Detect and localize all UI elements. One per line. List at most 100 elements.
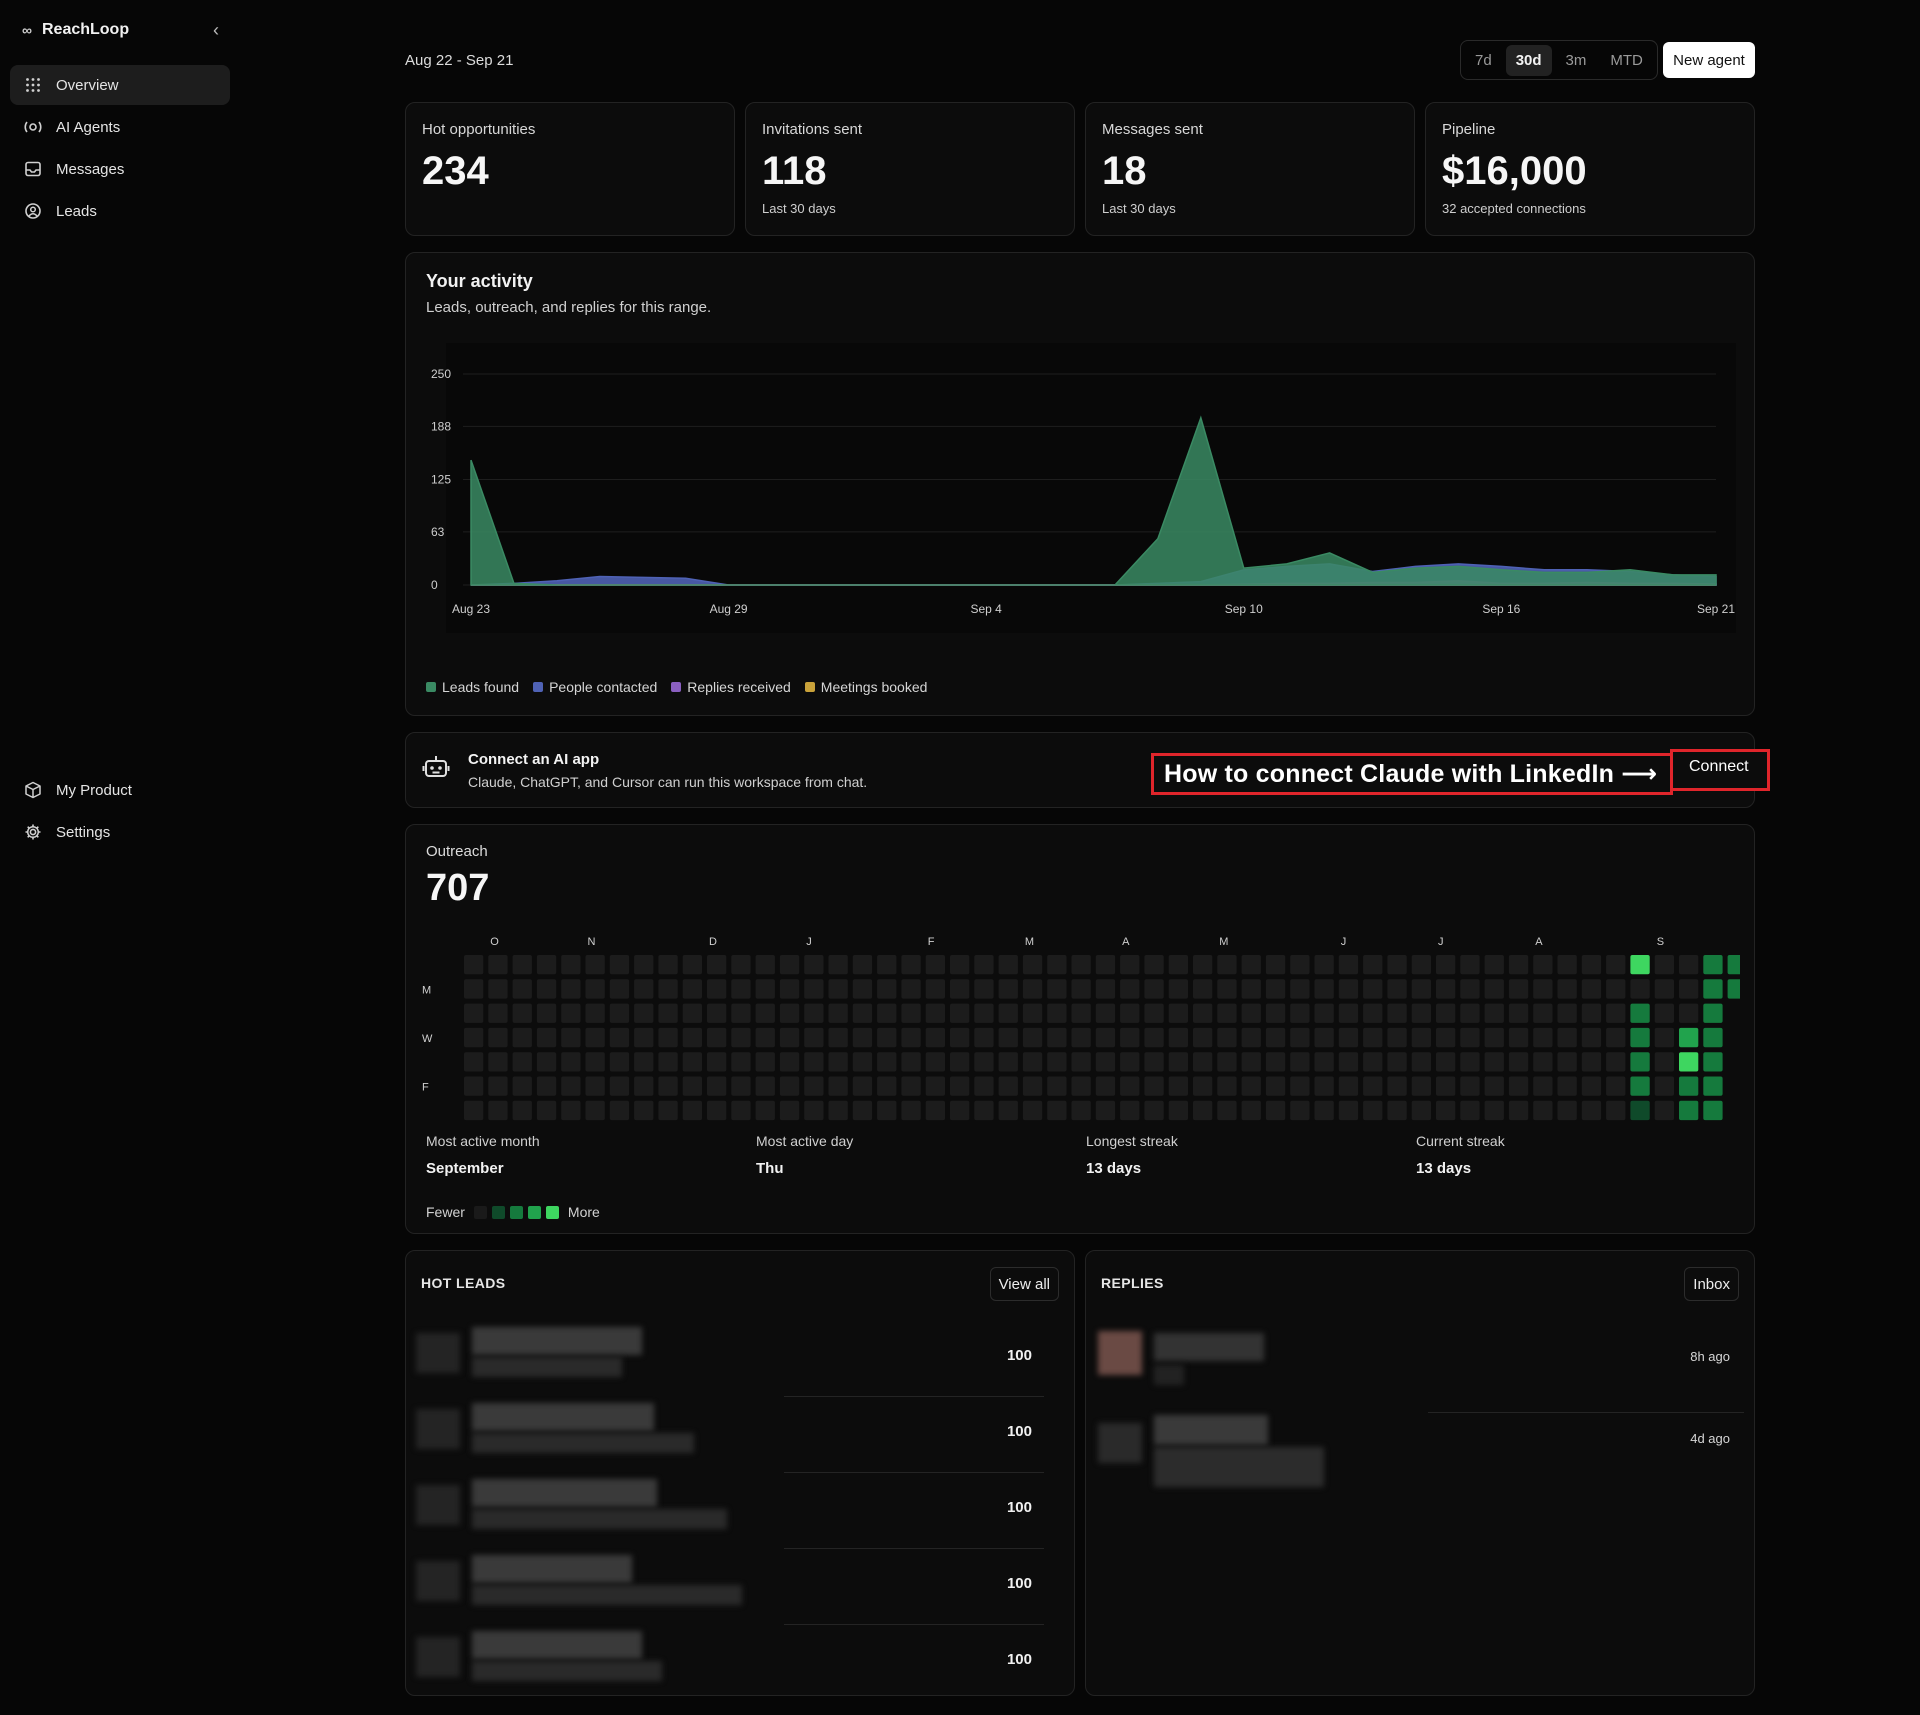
heatmap-cell[interactable] [1508, 1100, 1529, 1121]
heatmap-cell[interactable] [634, 1052, 654, 1072]
heatmap-cell[interactable] [1265, 1003, 1286, 1023]
heatmap-cell[interactable] [1581, 979, 1602, 999]
heatmap-cell[interactable] [1144, 1003, 1164, 1023]
heatmap-cell[interactable] [901, 1100, 921, 1121]
heatmap-cell[interactable] [998, 1052, 1018, 1072]
heatmap-cell[interactable] [1217, 1100, 1237, 1121]
heatmap-cell[interactable] [1654, 1027, 1674, 1048]
heatmap-cell[interactable] [1314, 1027, 1334, 1048]
heatmap-cell[interactable] [1679, 1100, 1699, 1121]
heatmap-cell[interactable] [1071, 1027, 1091, 1048]
heatmap-cell[interactable] [1436, 1076, 1456, 1096]
heatmap-cell[interactable] [1411, 1052, 1431, 1072]
heatmap-cell[interactable] [609, 1003, 630, 1023]
heatmap-cell[interactable] [1387, 1052, 1407, 1072]
stat-card-invitations-sent[interactable]: Invitations sent 118 Last 30 days [745, 102, 1075, 236]
heatmap-cell[interactable] [974, 1052, 994, 1072]
heatmap-cell[interactable] [925, 1027, 945, 1048]
heatmap-cell[interactable] [1411, 1100, 1431, 1121]
heatmap-cell[interactable] [1290, 1027, 1310, 1048]
heatmap-cell[interactable] [1533, 1003, 1553, 1023]
heatmap-cell[interactable] [925, 1100, 945, 1121]
lead-row[interactable]: 100 [416, 1549, 1044, 1625]
heatmap-cell[interactable] [925, 979, 945, 999]
heatmap-cell[interactable] [1047, 1076, 1067, 1096]
heatmap-cell[interactable] [877, 1052, 897, 1072]
heatmap-cell[interactable] [755, 1052, 775, 1072]
heatmap-cell[interactable] [1144, 979, 1164, 999]
heatmap-cell[interactable] [925, 955, 945, 975]
heatmap-cell[interactable] [1290, 1003, 1310, 1023]
heatmap-cell[interactable] [1363, 1076, 1383, 1096]
new-agent-button[interactable]: New agent [1663, 42, 1755, 78]
heatmap-cell[interactable] [1508, 1003, 1529, 1023]
heatmap-cell[interactable] [1047, 979, 1067, 999]
heatmap-cell[interactable] [779, 1076, 800, 1096]
heatmap-cell[interactable] [609, 955, 630, 975]
heatmap-cell[interactable] [1703, 955, 1723, 975]
heatmap-cell[interactable] [1217, 1027, 1237, 1048]
heatmap-cell[interactable] [1168, 1052, 1188, 1072]
heatmap-cell[interactable] [1533, 979, 1553, 999]
heatmap-cell[interactable] [707, 955, 727, 975]
legend-item-meetings-booked[interactable]: Meetings booked [804, 679, 927, 695]
heatmap-cell[interactable] [1484, 1076, 1504, 1096]
heatmap-cell[interactable] [1557, 1076, 1577, 1096]
heatmap-cell[interactable] [1581, 1027, 1602, 1048]
heatmap-cell[interactable] [464, 1052, 484, 1072]
heatmap-cell[interactable] [901, 1052, 921, 1072]
heatmap-cell[interactable] [1533, 1052, 1553, 1072]
heatmap-cell[interactable] [731, 1100, 751, 1121]
heatmap-cell[interactable] [1314, 979, 1334, 999]
heatmap-cell[interactable] [1338, 1027, 1359, 1048]
heatmap-cell[interactable] [731, 1003, 751, 1023]
heatmap-cell[interactable] [658, 1027, 678, 1048]
heatmap-cell[interactable] [755, 1076, 775, 1096]
heatmap-cell[interactable] [1168, 955, 1188, 975]
heatmap-cell[interactable] [1411, 1076, 1431, 1096]
heatmap-cell[interactable] [828, 979, 848, 999]
heatmap-cell[interactable] [779, 1052, 800, 1072]
heatmap-cell[interactable] [1241, 1003, 1261, 1023]
heatmap-cell[interactable] [1484, 1100, 1504, 1121]
heatmap-cell[interactable] [561, 1052, 581, 1072]
heatmap-cell[interactable] [1338, 1052, 1359, 1072]
heatmap-cell[interactable] [1654, 1100, 1674, 1121]
heatmap-cell[interactable] [1095, 955, 1116, 975]
heatmap-cell[interactable] [998, 1027, 1018, 1048]
heatmap-cell[interactable] [1168, 1003, 1188, 1023]
heatmap-cell[interactable] [634, 1027, 654, 1048]
heatmap-cell[interactable] [585, 955, 605, 975]
heatmap-cell[interactable] [1679, 1027, 1699, 1048]
brand[interactable]: ∞ ReachLoop [22, 16, 129, 44]
heatmap-cell[interactable] [877, 1027, 897, 1048]
heatmap-cell[interactable] [1460, 1027, 1480, 1048]
heatmap-cell[interactable] [1630, 1027, 1650, 1048]
heatmap-cell[interactable] [609, 979, 630, 999]
heatmap-cell[interactable] [1120, 1052, 1140, 1072]
heatmap-cell[interactable] [950, 1076, 970, 1096]
heatmap-cell[interactable] [731, 1076, 751, 1096]
heatmap-cell[interactable] [1630, 1076, 1650, 1096]
heatmap-cell[interactable] [1484, 955, 1504, 975]
heatmap-cell[interactable] [1022, 1100, 1043, 1121]
inbox-button[interactable]: Inbox [1684, 1267, 1739, 1301]
heatmap-cell[interactable] [536, 1027, 557, 1048]
heatmap-cell[interactable] [1508, 1076, 1529, 1096]
heatmap-cell[interactable] [779, 1003, 800, 1023]
heatmap-cell[interactable] [1168, 1100, 1188, 1121]
heatmap-cell[interactable] [852, 1052, 873, 1072]
heatmap-cell[interactable] [731, 1027, 751, 1048]
heatmap-cell[interactable] [1606, 955, 1626, 975]
heatmap-cell[interactable] [682, 1052, 702, 1072]
heatmap-cell[interactable] [1338, 1003, 1359, 1023]
heatmap-cell[interactable] [1581, 1076, 1602, 1096]
heatmap-cell[interactable] [731, 1052, 751, 1072]
heatmap-cell[interactable] [1679, 1003, 1699, 1023]
heatmap-cell[interactable] [1314, 1100, 1334, 1121]
heatmap-cell[interactable] [852, 1027, 873, 1048]
heatmap-cell[interactable] [609, 1027, 630, 1048]
heatmap-cell[interactable] [1484, 1052, 1504, 1072]
heatmap-cell[interactable] [1095, 1003, 1116, 1023]
heatmap-cell[interactable] [1193, 1027, 1213, 1048]
